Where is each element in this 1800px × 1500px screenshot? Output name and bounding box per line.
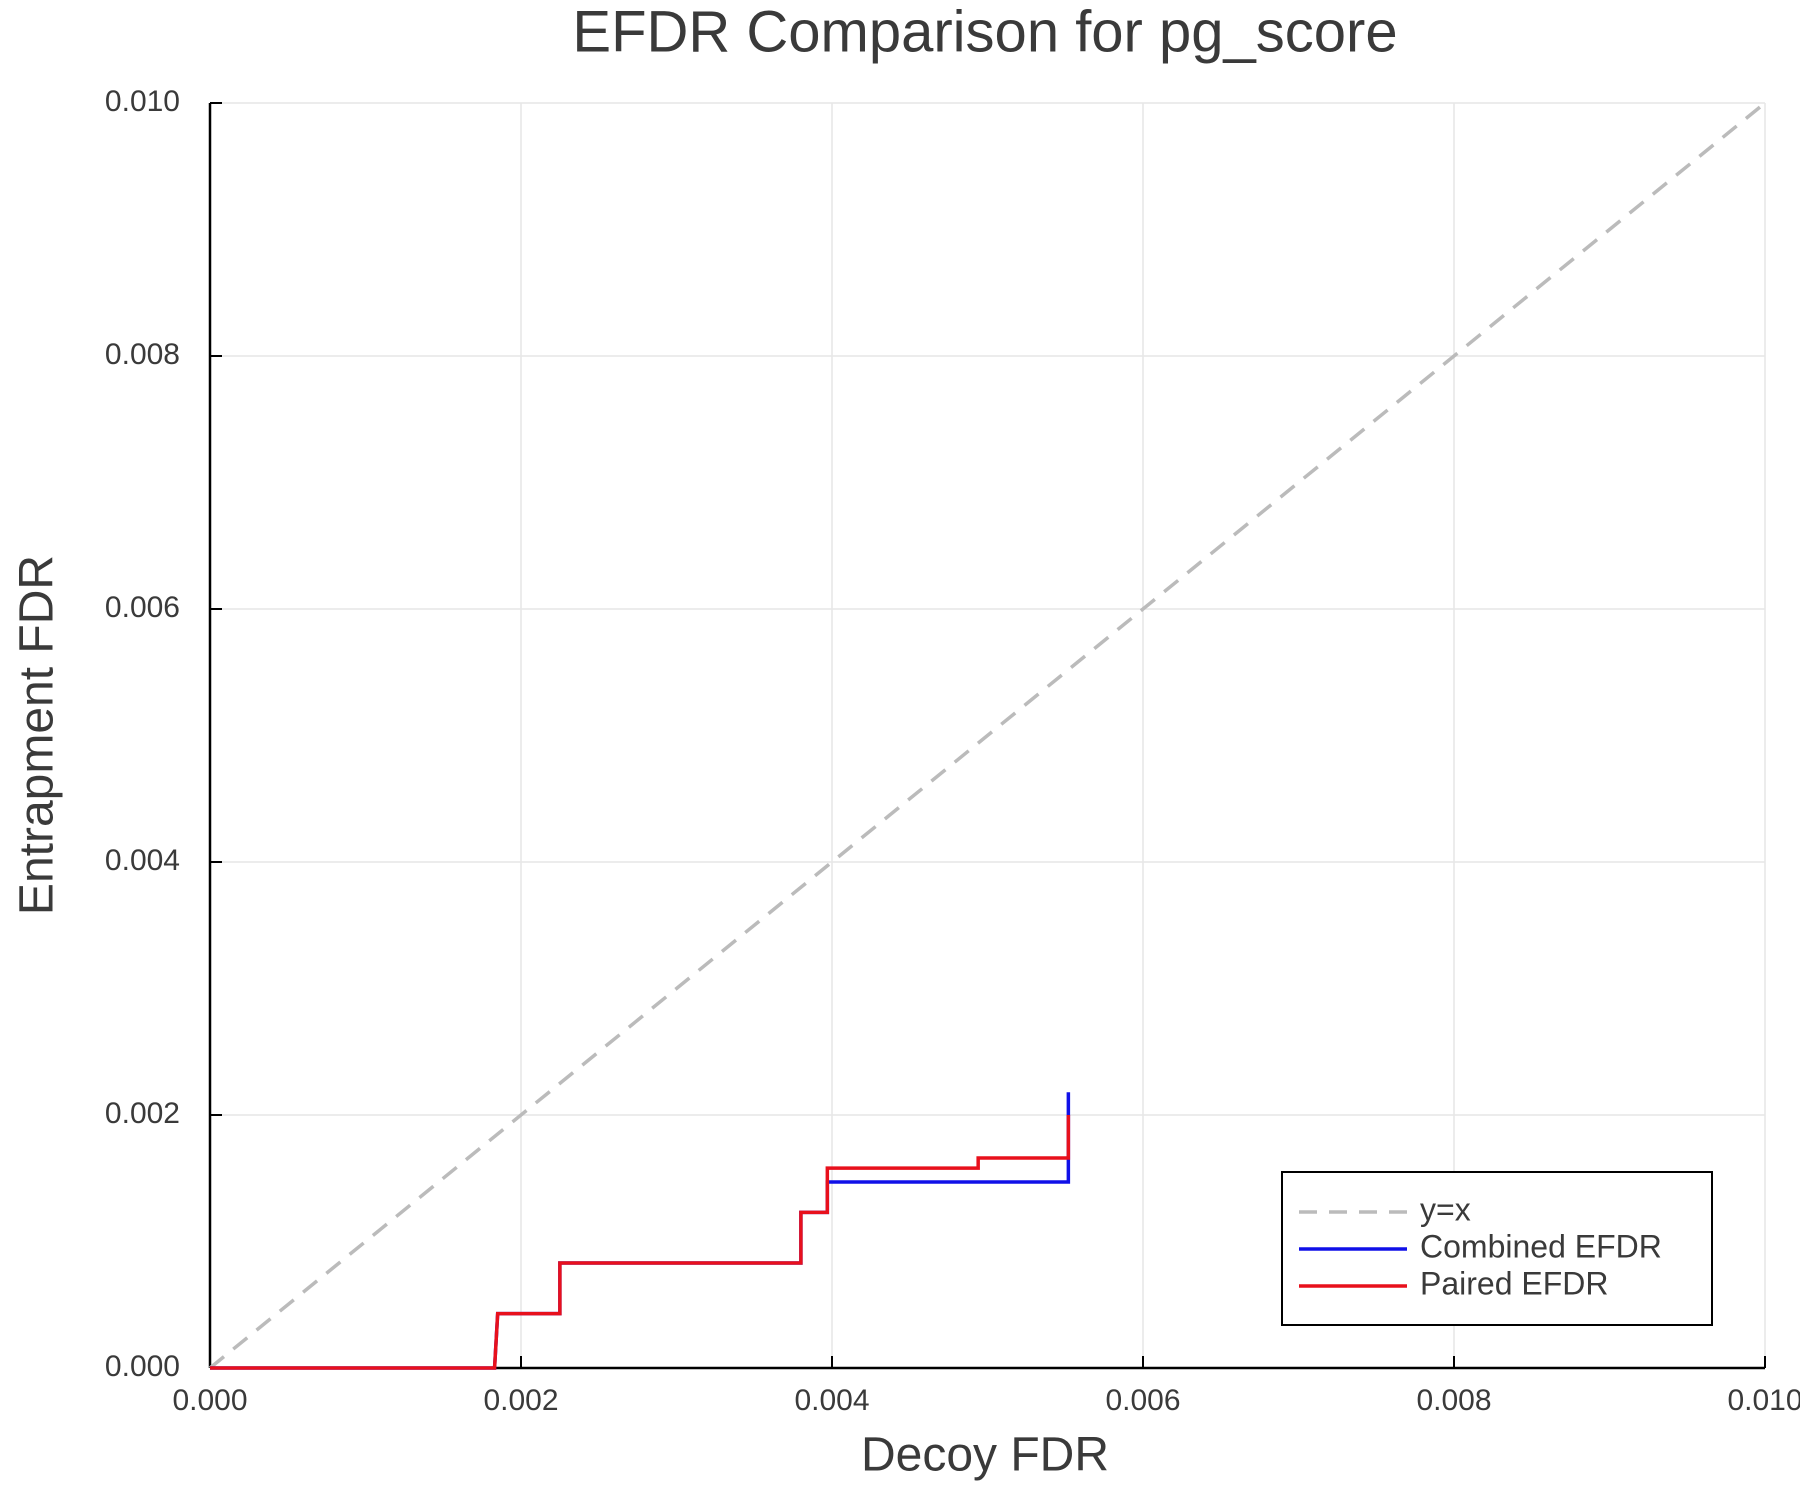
y-tick-label: 0.006 — [105, 591, 180, 624]
x-tick-label: 0.002 — [483, 1384, 558, 1417]
y-tick-label: 0.002 — [105, 1097, 180, 1130]
y-tick-label: 0.010 — [105, 85, 180, 118]
x-tick-label: 0.008 — [1416, 1384, 1491, 1417]
x-tick-label: 0.010 — [1727, 1384, 1800, 1417]
y-axis-title: Entrapment FDR — [11, 555, 64, 915]
legend-label: Combined EFDR — [1420, 1228, 1662, 1264]
y-tick-label: 0.000 — [105, 1350, 180, 1383]
x-tick-label: 0.006 — [1105, 1384, 1180, 1417]
x-tick-label: 0.004 — [794, 1384, 869, 1417]
y-tick-label: 0.008 — [105, 338, 180, 371]
series-line — [210, 1092, 1071, 1370]
series-line — [210, 1115, 1071, 1370]
y-tick-label: 0.004 — [105, 844, 180, 877]
x-tick-label: 0.000 — [172, 1384, 247, 1417]
chart-title: EFDR Comparison for pg_score — [572, 0, 1397, 64]
legend-label: y=x — [1420, 1191, 1471, 1227]
legend-label: Paired EFDR — [1420, 1265, 1609, 1301]
x-axis-title: Decoy FDR — [861, 1429, 1109, 1482]
series-line — [208, 101, 1767, 1370]
